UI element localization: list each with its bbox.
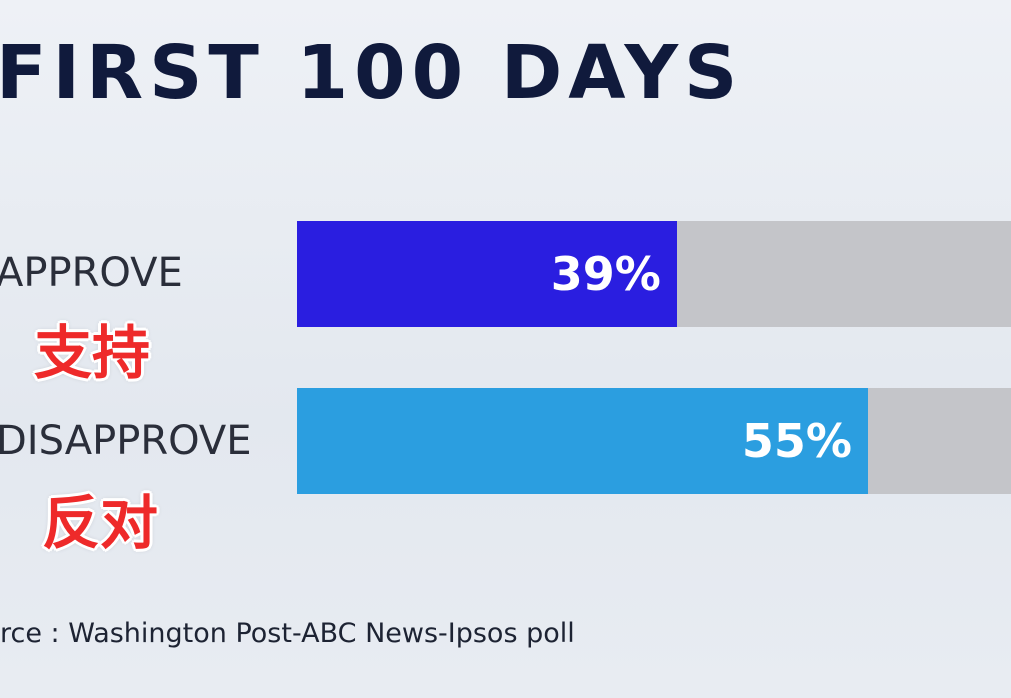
value-label-disapprove: 55% xyxy=(741,414,852,468)
category-label-disapprove-zh: 反对 xyxy=(42,489,159,557)
category-label-approve-zh: 支持 xyxy=(34,319,151,387)
bar-track-disapprove: 55% xyxy=(297,388,1011,494)
bar-disapprove: 55% xyxy=(297,388,868,494)
bar-track-approve: 39% xyxy=(297,221,1011,327)
bar-approve: 39% xyxy=(297,221,677,327)
source-note: rce : Washington Post-ABC News-Ipsos pol… xyxy=(0,618,575,649)
category-label-approve: APPROVE xyxy=(0,250,183,296)
category-label-disapprove: DISAPPROVE xyxy=(0,418,252,464)
chart-title: FIRST 100 DAYS xyxy=(0,30,744,116)
value-label-approve: 39% xyxy=(550,247,661,301)
